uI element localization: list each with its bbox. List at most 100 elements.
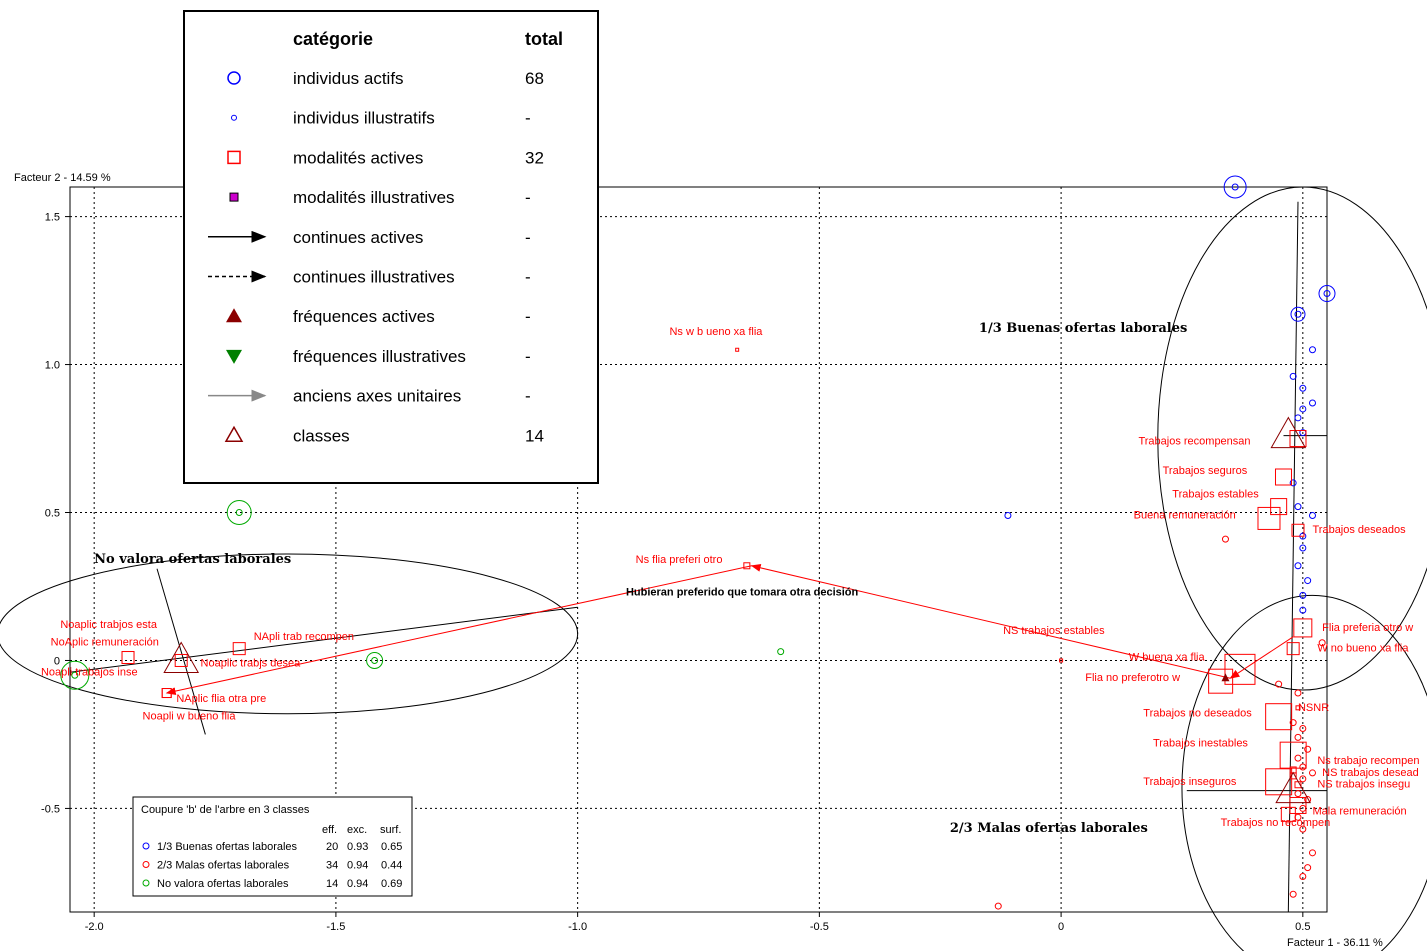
individual-class1-point xyxy=(1294,503,1302,511)
modality-square xyxy=(1289,796,1307,814)
partition-row-eff: 20 xyxy=(326,841,338,853)
modality-label: Trabajos deseados xyxy=(1312,524,1406,536)
partition-row-label: 2/3 Malas ofertas laborales xyxy=(157,860,290,872)
modality-label: Ns flia preferi otro xyxy=(636,554,723,566)
modality-label: Trabajos recompensan xyxy=(1138,435,1250,447)
modality-square xyxy=(1293,618,1313,638)
individual-class3-point xyxy=(371,656,379,664)
legend-label: fréquences actives xyxy=(293,307,435,326)
individual-class1-point xyxy=(1289,372,1297,380)
individual-class2-point xyxy=(1304,745,1312,753)
legend-row: individus actifs 68 xyxy=(227,69,544,88)
legend-total: - xyxy=(525,228,531,247)
arrows xyxy=(165,563,1294,696)
modality-square xyxy=(1208,668,1234,694)
legend-row: individus illustratifs - xyxy=(231,109,531,128)
partition-row-circle-icon xyxy=(142,879,150,887)
modality-square xyxy=(1257,506,1281,530)
class-ellipse xyxy=(1181,594,1427,951)
y-tick-label: 0.5 xyxy=(45,508,60,520)
partition-col-exc: exc. xyxy=(347,824,367,836)
individual-class2-point xyxy=(1294,689,1302,697)
modality-label: Trabajos no recompen xyxy=(1221,817,1331,829)
individual-class3-point xyxy=(71,671,79,679)
modality-square xyxy=(161,688,172,699)
individual-class2-point xyxy=(1308,849,1316,857)
modality-label: Trabajos inestables xyxy=(1153,737,1248,749)
class-title: 1/3 Buenas ofertas laborales xyxy=(979,321,1187,336)
modality-square xyxy=(743,562,751,570)
individual-class1-point xyxy=(1299,544,1307,552)
y-axis-label: Facteur 2 - 14.59 % xyxy=(14,172,111,184)
partition-row-surf: 0.44 xyxy=(381,860,402,872)
legend: catégorie total individus actifs 68 indivi… xyxy=(183,10,599,484)
legend-label: fréquences illustratives xyxy=(293,347,466,366)
partition-row: No valora ofertas laborales 14 0.94 0.69 xyxy=(142,878,402,890)
partition-frame xyxy=(132,796,413,897)
individual-weighted-point xyxy=(1290,306,1306,322)
individual-class1-point xyxy=(1294,562,1302,570)
trajectory-arrow xyxy=(1229,636,1294,679)
modality-label: Flia preferia otro w xyxy=(1322,622,1413,634)
individual-class1-point xyxy=(1308,399,1316,407)
class3-axis-line xyxy=(69,606,578,673)
individual-class1-point xyxy=(1308,511,1316,519)
modality-label: W no bueno xa flia xyxy=(1317,643,1409,655)
modality-square xyxy=(1286,642,1300,656)
modality-square xyxy=(1280,806,1296,822)
legend-row: continues actives - xyxy=(208,228,531,247)
x-tick-label: -0.5 xyxy=(810,921,829,933)
legend-frame xyxy=(183,10,599,484)
modality-square xyxy=(174,653,188,667)
class-title: No valora ofertas laborales xyxy=(94,552,291,567)
individual-class2-point xyxy=(1294,790,1302,798)
partition-col-surf: surf. xyxy=(380,824,401,836)
partition-row: 1/3 Buenas ofertas laborales 20 0.93 0.65 xyxy=(142,841,402,853)
points xyxy=(60,175,1336,910)
small-circle-blue-icon xyxy=(231,114,237,121)
legend-label: modalités actives xyxy=(293,148,423,167)
class-ellipse xyxy=(1157,186,1427,691)
individual-class2-point xyxy=(1299,872,1307,880)
legend-header-category: catégorie xyxy=(293,29,373,49)
partition-row: 2/3 Malas ofertas laborales 34 0.94 0.44 xyxy=(142,860,402,872)
modality-label: NoAplic remuneración xyxy=(51,637,159,649)
modality-square xyxy=(1059,658,1064,663)
modality-square xyxy=(1265,768,1293,796)
filled-triangle-up-icon xyxy=(226,308,242,323)
partition-box: Coupure 'b' de l'arbre en 3 classes eff.… xyxy=(132,796,413,897)
modality-label: Trabajos no deseados xyxy=(1143,708,1252,720)
legend-row: fréquences actives - xyxy=(226,307,531,326)
open-square-red-icon xyxy=(227,150,241,165)
class-triangle xyxy=(1275,771,1312,804)
legend-header-total: total xyxy=(525,29,563,49)
modality-label: NAplic flia otra pre xyxy=(176,693,266,705)
modality-label: Buena remuneración xyxy=(1134,509,1236,521)
class1-axis-line xyxy=(1287,201,1299,913)
legend-total: - xyxy=(525,188,531,207)
individual-class2-point xyxy=(1308,769,1316,777)
individual-class1-point xyxy=(1308,346,1316,354)
partition-row-exc: 0.94 xyxy=(347,860,368,872)
modality-square xyxy=(121,651,135,665)
partition-row-label: No valora ofertas laborales xyxy=(157,878,289,890)
individual-class1-point xyxy=(1294,310,1302,318)
partition-row-label: 1/3 Buenas ofertas laborales xyxy=(157,841,298,853)
individual-class2-point xyxy=(1294,733,1302,741)
modality-label: Ns trabajo recompen xyxy=(1317,755,1419,767)
legend-label: anciens axes unitaires xyxy=(293,387,461,406)
modality-square xyxy=(1279,741,1307,769)
partition-row-surf: 0.65 xyxy=(381,841,402,853)
partition-row-exc: 0.94 xyxy=(347,878,368,890)
legend-row: anciens axes unitaires - xyxy=(208,387,531,406)
legend-row: continues illustratives - xyxy=(208,268,531,287)
individual-class3-point xyxy=(777,648,785,656)
individual-class1-point xyxy=(1231,183,1239,191)
individual-weighted-point xyxy=(366,651,384,669)
modality-label: Ns w b ueno xa flia xyxy=(669,326,763,338)
modality-label: Flia no preferotro w xyxy=(1085,672,1180,684)
modality-label: Trabajos seguros xyxy=(1163,465,1248,477)
individual-class3-point xyxy=(235,509,243,517)
legend-total: - xyxy=(525,307,531,326)
